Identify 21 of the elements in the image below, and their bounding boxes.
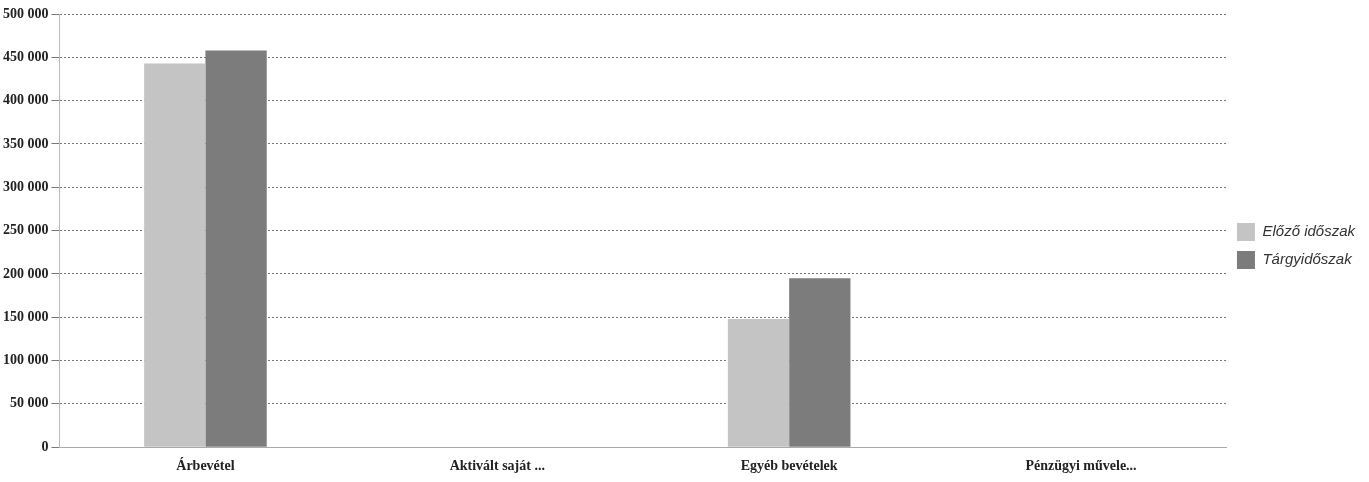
y-tick-label: 150 000: [3, 308, 49, 324]
y-tick-label: 250 000: [3, 222, 49, 238]
legend-label: Tárgyidőszak: [1262, 250, 1354, 268]
bar: [144, 63, 206, 447]
y-tick-label: 0: [41, 438, 49, 454]
legend-label: Előző időszak: [1262, 222, 1357, 240]
y-tick-label: 450 000: [3, 48, 49, 64]
y-tick-label: 400 000: [3, 92, 49, 108]
y-tick-label: 300 000: [3, 178, 49, 194]
bar: [789, 278, 851, 447]
y-tick-label: 350 000: [3, 135, 49, 151]
bar: [727, 318, 790, 447]
x-tick-label: Árbevétel: [176, 457, 235, 474]
y-tick-label: 100 000: [3, 352, 49, 368]
x-tick-label: Pénzügyi művele...: [1025, 458, 1137, 474]
y-tick-label: 50 000: [10, 395, 49, 411]
bar: [205, 50, 267, 447]
x-tick-label: Egyéb bevételek: [740, 458, 838, 474]
y-tick-label: 500 000: [3, 5, 49, 21]
x-tick-label: Aktivált saját ...: [449, 458, 545, 474]
y-tick-label: 200 000: [3, 265, 49, 281]
